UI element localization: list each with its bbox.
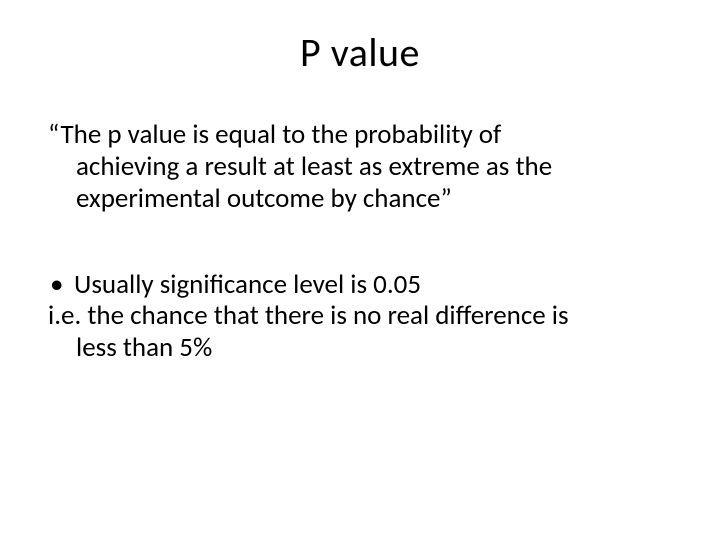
bullet-list: • Usually significance level is 0.05 i.e… [48, 269, 672, 365]
slide: P value “The p value is equal to the pro… [0, 0, 720, 540]
bullet-item: • Usually significance level is 0.05 [48, 269, 672, 301]
slide-title: P value [48, 28, 672, 77]
quote-line-1: “The p value is equal to the probability… [48, 119, 672, 151]
quote-line-3: experimental outcome by chance” [48, 183, 672, 215]
bullet-text: Usually significance level is 0.05 [74, 269, 672, 301]
quote-paragraph: “The p value is equal to the probability… [48, 119, 672, 215]
bullet-dot-icon: • [48, 269, 74, 301]
followup-line-2: less than 5% [48, 332, 672, 364]
quote-line-2: achieving a result at least as extreme a… [48, 151, 672, 183]
followup-line-1: i.e. the chance that there is no real di… [48, 300, 672, 332]
